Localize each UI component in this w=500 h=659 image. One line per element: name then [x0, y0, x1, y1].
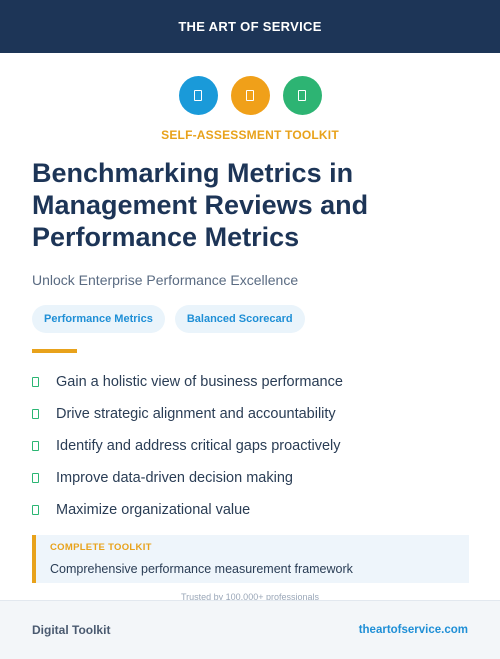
document-glyph-icon: [298, 90, 306, 101]
footer-label: Digital Toolkit: [32, 623, 111, 637]
list-item: Gain a holistic view of business perform…: [32, 366, 343, 398]
kicker-label: SELF-ASSESSMENT TOOLKIT: [161, 128, 339, 142]
toolkit-callout: COMPLETE TOOLKIT Comprehensive performan…: [32, 535, 469, 583]
benefit-text: Maximize organizational value: [56, 502, 251, 518]
toolkit-label: COMPLETE TOOLKIT: [50, 542, 152, 553]
page-title: Benchmarking Metrics in Management Revie…: [32, 158, 369, 252]
tag-list: Performance Metrics Balanced Scorecard: [32, 305, 305, 333]
document-glyph-icon: [194, 90, 202, 101]
document-icon: [230, 76, 270, 115]
list-item: Maximize organizational value: [32, 494, 343, 526]
document-icon: [178, 76, 218, 115]
checkbox-icon: [32, 473, 39, 483]
icon-row: [0, 76, 500, 115]
list-item: Identify and address critical gaps proac…: [32, 430, 343, 462]
tag-performance-metrics[interactable]: Performance Metrics: [32, 305, 165, 333]
trusted-note: Trusted by 100,000+ professionals: [180, 592, 319, 600]
benefit-text: Gain a holistic view of business perform…: [56, 374, 343, 390]
list-item: Improve data-driven decision making: [32, 462, 343, 494]
page-subtitle: Unlock Enterprise Performance Excellence: [32, 272, 299, 288]
benefit-list: Gain a holistic view of business perform…: [32, 366, 343, 526]
footer-bar: Digital Toolkit theartofservice.com: [0, 600, 500, 659]
accent-divider: [32, 349, 77, 353]
website-link[interactable]: theartofservice.com: [358, 624, 468, 636]
benefit-text: Drive strategic alignment and accountabi…: [56, 406, 336, 422]
brand-name: THE ART OF SERVICE: [178, 19, 322, 34]
benefit-text: Identify and address critical gaps proac…: [56, 438, 341, 454]
checkbox-icon: [32, 441, 39, 451]
document-icon: [282, 76, 322, 115]
list-item: Drive strategic alignment and accountabi…: [32, 398, 343, 430]
document-glyph-icon: [246, 90, 254, 101]
tag-balanced-scorecard[interactable]: Balanced Scorecard: [174, 305, 305, 333]
checkbox-icon: [32, 377, 39, 387]
checkbox-icon: [32, 409, 39, 419]
toolkit-description: Comprehensive performance measurement fr…: [50, 562, 353, 576]
benefit-text: Improve data-driven decision making: [56, 470, 293, 486]
checkbox-icon: [32, 505, 39, 515]
header-bar: THE ART OF SERVICE: [0, 0, 500, 53]
